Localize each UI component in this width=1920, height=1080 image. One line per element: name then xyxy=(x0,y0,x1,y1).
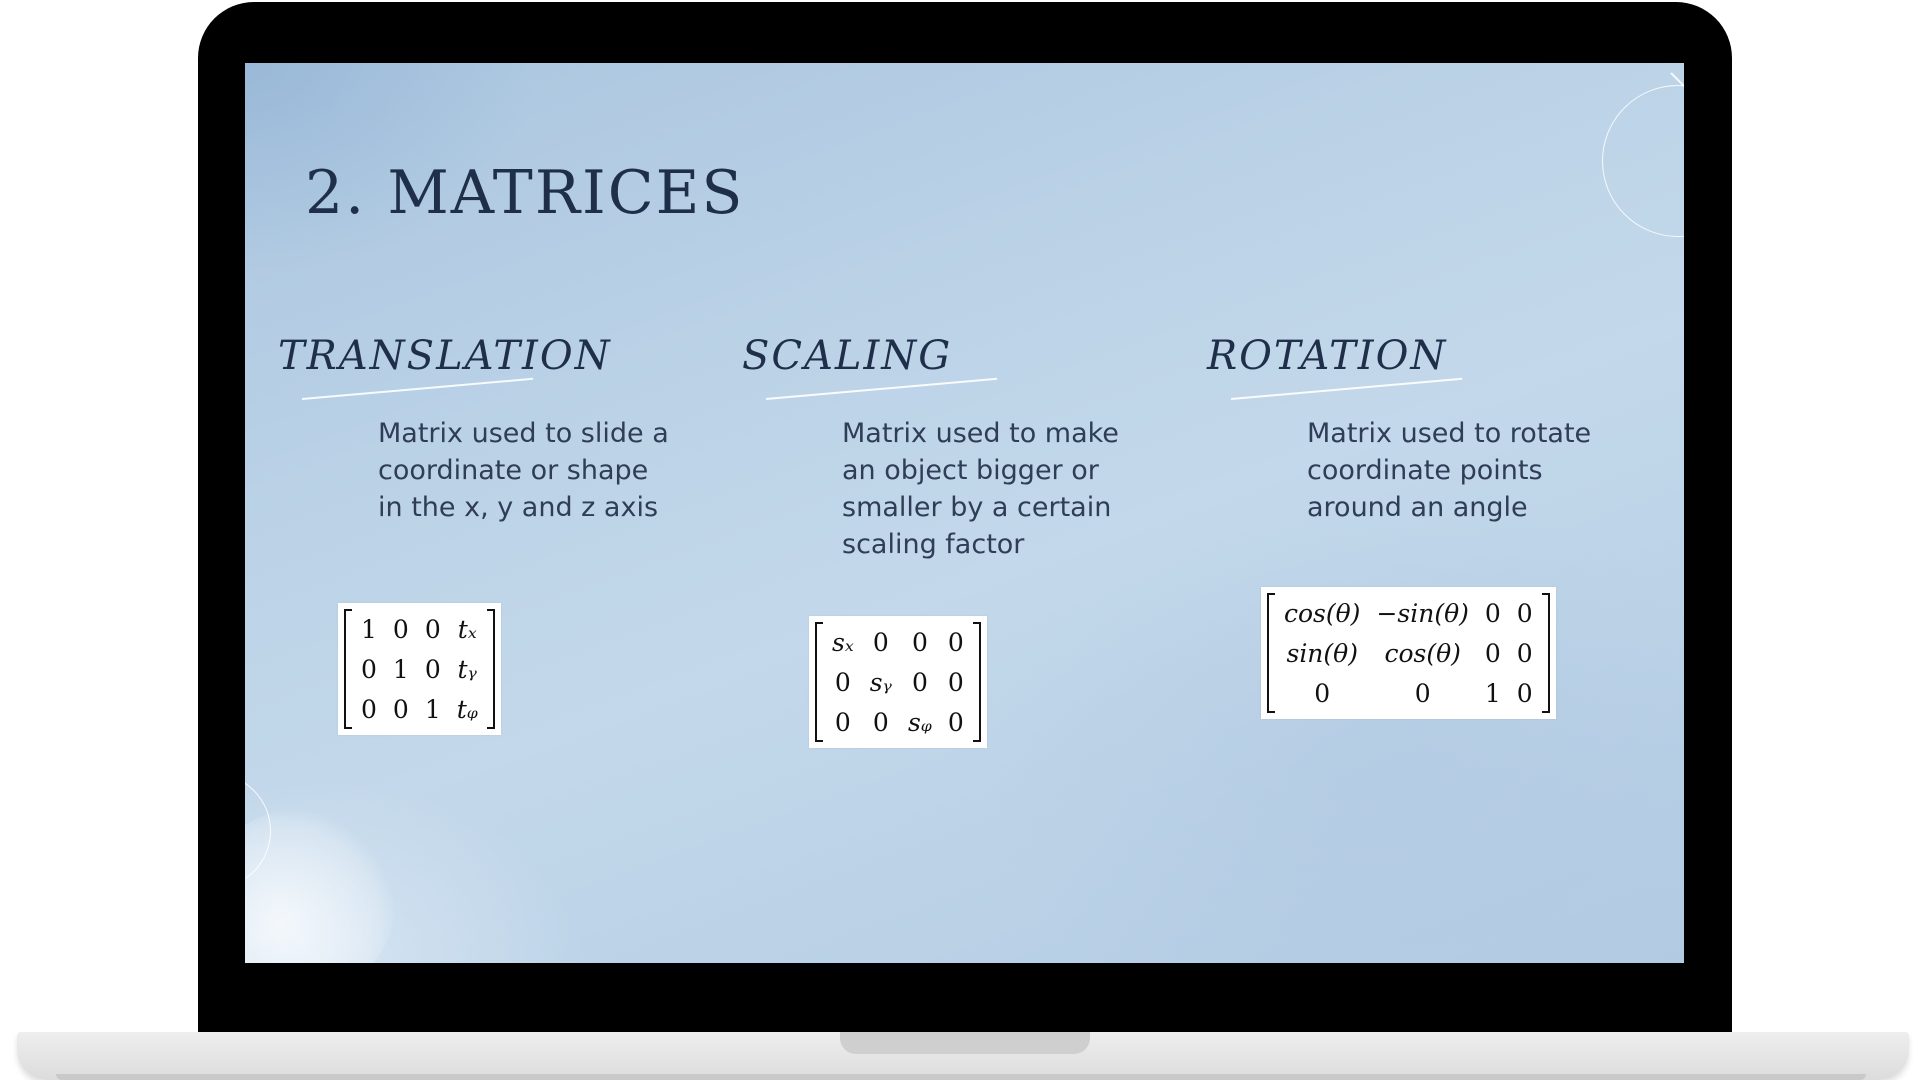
matrix-cell: sᵩ xyxy=(907,707,932,737)
column-rotation: ROTATION Matrix used to rotate coordinat… xyxy=(1189,333,1619,813)
matrix-cell: 0 xyxy=(872,627,889,657)
matrix-cell: 0 xyxy=(392,614,409,644)
matrix-row: sₓ 0 0 0 xyxy=(824,622,972,662)
matrix-cell: 0 xyxy=(424,614,441,644)
matrix-cell: 0 xyxy=(392,694,409,724)
matrix-table: sₓ 0 0 0 0 sᵧ 0 0 0 0 xyxy=(824,622,972,742)
matrix-cell: −sin(θ) xyxy=(1376,598,1469,628)
matrix-cell: 1 xyxy=(1484,678,1501,708)
matrix-cell: tᵧ xyxy=(457,654,477,684)
matrix-row: 0 0 1 0 xyxy=(1276,673,1541,713)
matrix-cell: 0 xyxy=(424,654,441,684)
matrix-row: 0 0 1 tᵩ xyxy=(353,689,486,729)
matrix-cell: 0 xyxy=(1516,638,1533,668)
matrix-cell: tₓ xyxy=(457,614,477,644)
matrix-row: 0 sᵧ 0 0 xyxy=(824,662,972,702)
matrix-cell: 0 xyxy=(834,667,851,697)
matrix-cell: 0 xyxy=(1516,598,1533,628)
matrix-table: cos(θ) −sin(θ) 0 0 sin(θ) cos(θ) 0 0 xyxy=(1276,593,1541,713)
slide-title: 2. MATRICES xyxy=(305,158,745,228)
column-heading: SCALING xyxy=(742,333,953,379)
column-description: Matrix used to rotate coordinate points … xyxy=(1307,418,1592,523)
matrix-cell: cos(θ) xyxy=(1384,638,1461,668)
matrix-cell: 0 xyxy=(911,667,928,697)
heading-underline xyxy=(765,377,998,400)
matrix-cell: 0 xyxy=(947,707,964,737)
matrix-cell: sin(θ) xyxy=(1286,638,1358,668)
matrix-row: 0 0 sᵩ 0 xyxy=(824,702,972,742)
matrix-row: 1 0 0 tₓ xyxy=(353,609,486,649)
column-heading: TRANSLATION xyxy=(278,333,612,379)
matrix-cell: 0 xyxy=(361,654,377,684)
laptop-notch xyxy=(840,1032,1090,1054)
matrix-brackets: sₓ 0 0 0 0 sᵧ 0 0 0 0 xyxy=(815,622,981,742)
scaling-matrix-image: sₓ 0 0 0 0 sᵧ 0 0 0 0 xyxy=(809,616,987,748)
decorative-circle-top-right xyxy=(1602,85,1684,237)
matrix-row: sin(θ) cos(θ) 0 0 xyxy=(1276,633,1541,673)
matrix-cell: 0 xyxy=(1484,638,1501,668)
column-scaling: SCALING Matrix used to make an object bi… xyxy=(724,333,1154,813)
matrix-cell: 0 xyxy=(911,627,928,657)
matrix-brackets: cos(θ) −sin(θ) 0 0 sin(θ) cos(θ) 0 0 xyxy=(1267,593,1550,713)
column-translation: TRANSLATION Matrix used to slide a coord… xyxy=(260,333,690,813)
matrix-cell: 0 xyxy=(947,627,964,657)
matrix-cell: 0 xyxy=(834,707,851,737)
matrix-cell: 0 xyxy=(947,667,964,697)
matrix-brackets: 1 0 0 tₓ 0 1 0 tᵧ 0 0 xyxy=(344,609,495,729)
slide: 2. MATRICES TRANSLATION Matrix used to s… xyxy=(245,63,1684,963)
laptop-base-lip xyxy=(56,1074,1866,1080)
matrix-cell: 0 xyxy=(1516,678,1533,708)
column-description: Matrix used to slide a coordinate or sha… xyxy=(378,418,669,523)
matrix-table: 1 0 0 tₓ 0 1 0 tᵧ 0 0 xyxy=(353,609,486,729)
matrix-row: 0 1 0 tᵧ xyxy=(353,649,486,689)
matrix-cell: 0 xyxy=(1414,678,1431,708)
matrix-cell: cos(θ) xyxy=(1284,598,1361,628)
matrix-cell: 0 xyxy=(872,707,889,737)
matrix-cell: 1 xyxy=(392,654,409,684)
decorative-glow-bottom-left xyxy=(245,808,395,963)
matrix-cell: sₓ xyxy=(832,627,854,657)
rotation-matrix-image: cos(θ) −sin(θ) 0 0 sin(θ) cos(θ) 0 0 xyxy=(1261,587,1556,719)
matrix-cell: 0 xyxy=(361,694,377,724)
matrix-row: cos(θ) −sin(θ) 0 0 xyxy=(1276,593,1541,633)
matrix-cell: 0 xyxy=(1314,678,1331,708)
matrix-cell: 1 xyxy=(361,614,377,644)
matrix-cell: tᵩ xyxy=(456,694,478,724)
column-description: Matrix used to make an object bigger or … xyxy=(842,418,1119,560)
matrix-cell: 0 xyxy=(1484,598,1501,628)
matrix-cell: sᵧ xyxy=(869,667,892,697)
translation-matrix-image: 1 0 0 tₓ 0 1 0 tᵧ 0 0 xyxy=(338,603,501,735)
heading-underline xyxy=(1230,377,1463,400)
heading-underline xyxy=(301,377,534,400)
column-heading: ROTATION xyxy=(1207,333,1448,379)
matrix-cell: 1 xyxy=(424,694,441,724)
